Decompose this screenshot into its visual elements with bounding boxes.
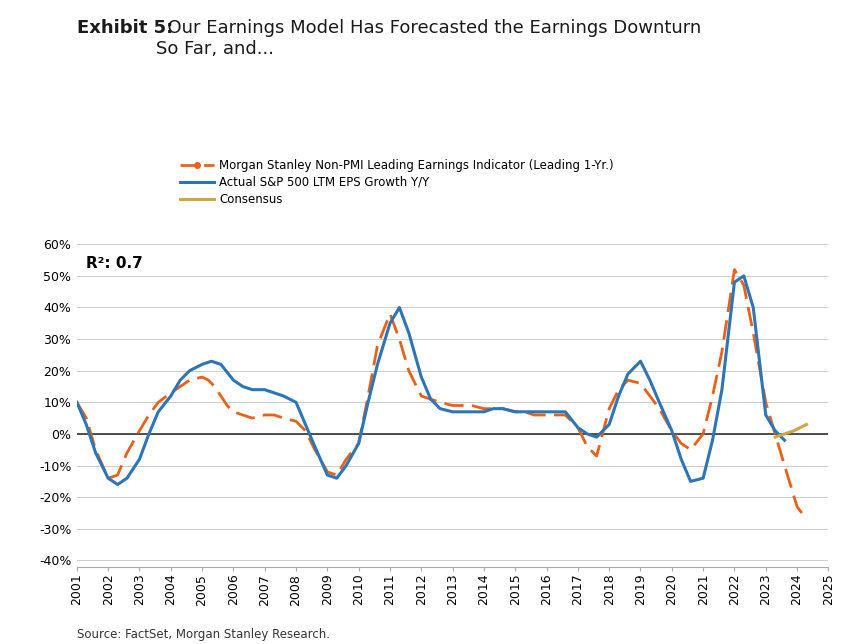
Text: Our Earnings Model Has Forecasted the Earnings Downturn
So Far, and...: Our Earnings Model Has Forecasted the Ea… — [156, 19, 700, 58]
Text: R²: 0.7: R²: 0.7 — [86, 256, 142, 270]
Text: Exhibit 5:: Exhibit 5: — [77, 19, 173, 37]
Legend: Morgan Stanley Non-PMI Leading Earnings Indicator (Leading 1-Yr.), Actual S&P 50: Morgan Stanley Non-PMI Leading Earnings … — [180, 159, 613, 206]
Text: Source: FactSet, Morgan Stanley Research.: Source: FactSet, Morgan Stanley Research… — [77, 628, 329, 641]
